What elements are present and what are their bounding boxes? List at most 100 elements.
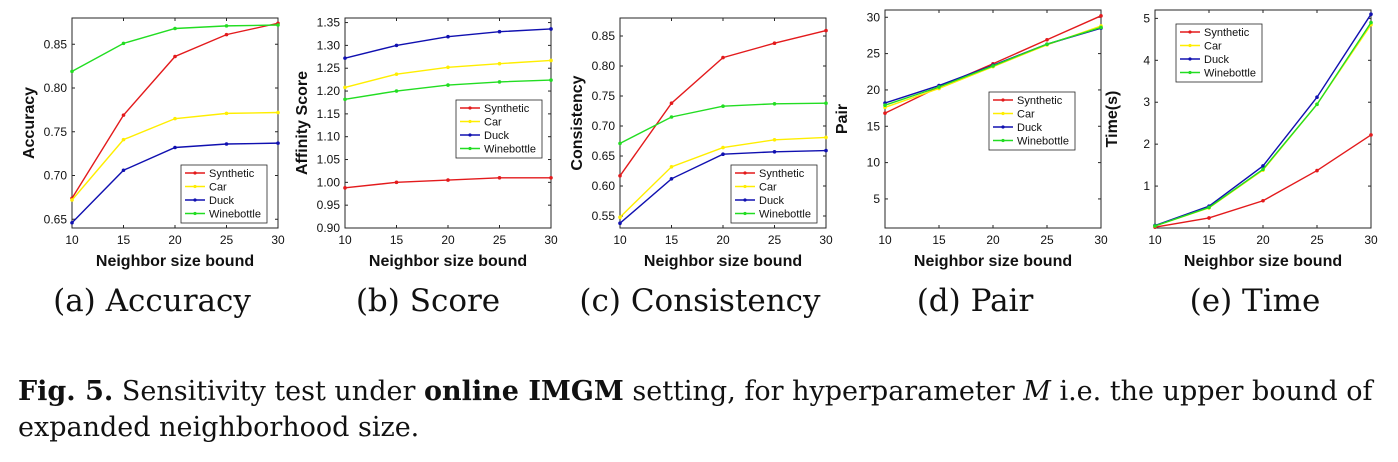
data-point-winebottle [497,80,502,84]
data-point-duck [497,29,502,34]
data-point-duck [721,152,725,156]
y-tick-label: 1.05 [317,153,341,167]
x-tick-label: 30 [544,233,558,247]
data-point-winebottle [1369,20,1373,25]
legend-label: Winebottle [759,209,811,221]
caption-text-1: Sensitivity test under [113,376,424,407]
data-point-duck [446,34,450,39]
data-point-synthetic [1315,168,1319,173]
figure-charts: 10 15 20 25 30 0.65 0.70 0.75 0.80 0.85 Neighbor s… [21,9,1378,319]
x-tick-label: 10 [338,233,352,247]
data-point-duck [1261,164,1265,168]
legend-marker [743,184,747,189]
y-tick-label: 1 [1143,179,1150,193]
data-point-duck [343,56,347,60]
legend-marker [1001,111,1005,116]
x-axis-label: Neighbor size bound [1184,253,1342,270]
legend-marker [743,171,747,175]
y-tick-label: 1.25 [317,61,341,75]
caption-variable: M [1023,376,1051,407]
legend-label: Duck [1017,122,1043,134]
data-point-synthetic [669,101,674,105]
data-point-car [276,110,280,115]
legend-marker [1188,43,1192,48]
legend-label: Duck [484,130,510,142]
x-tick-label: 25 [493,233,507,247]
legend-marker [1188,30,1192,34]
legend-marker [1001,98,1005,102]
y-tick-label: 1.00 [317,175,341,189]
data-point-car [224,111,229,116]
data-point-winebottle [121,41,126,46]
legend-label: Winebottle [1204,68,1256,80]
data-point-winebottle [1045,42,1049,46]
data-point-synthetic [721,55,725,60]
y-tick-label: 0.70 [44,169,68,183]
y-tick-label: 0.80 [592,59,616,73]
x-tick-label: 10 [878,233,892,247]
y-tick-label: 5 [873,192,880,206]
x-tick-label: 30 [1094,233,1108,247]
x-tick-label: 10 [65,233,79,247]
panel-caption-c: (c) Consistency [579,283,821,319]
data-point-winebottle [618,141,622,146]
data-point-winebottle [772,102,777,106]
data-point-duck [121,168,126,173]
y-axis-label: Consistency [569,75,586,170]
y-tick-label: 5 [1143,11,1150,25]
y-tick-label: 1.15 [317,107,341,121]
data-point-winebottle [1153,224,1157,228]
x-axis-label: Neighbor size bound [96,253,254,270]
data-point-winebottle [937,85,941,89]
legend-label: Duck [759,195,785,207]
x-tick-label: 20 [716,233,730,247]
caption-bold-setting: online IMGM [423,376,624,407]
y-tick-label: 0.95 [317,198,341,212]
x-tick-label: 20 [441,233,455,247]
y-tick-label: 0.85 [592,29,616,43]
y-axis-label: Accuracy [21,87,38,159]
data-point-duck [669,177,674,181]
data-point-winebottle [224,24,229,28]
x-tick-label: 25 [1040,233,1054,247]
data-point-winebottle [446,83,450,87]
x-tick-label: 25 [768,233,782,247]
data-point-duck [1315,95,1319,99]
y-tick-label: 10 [867,156,881,170]
legend-label: Winebottle [209,209,261,221]
x-tick-label: 15 [932,233,946,247]
data-point-synthetic [772,41,777,45]
data-point-winebottle [1207,205,1211,210]
data-point-winebottle [549,78,553,82]
data-point-winebottle [394,89,399,93]
legend-label: Synthetic [1017,95,1063,107]
y-axis-label: Pair [834,104,851,134]
data-point-car [721,145,725,150]
y-tick-label: 30 [867,10,881,24]
y-tick-label: 0.65 [592,149,616,163]
data-point-car [446,65,450,70]
y-tick-label: 0.90 [317,221,341,235]
data-point-duck [394,43,399,48]
x-axis-label: Neighbor size bound [914,253,1072,270]
y-axis-label: Affinity Score [294,71,311,175]
legend-label: Car [484,117,502,129]
data-point-synthetic [173,54,177,59]
legend-marker [468,146,472,151]
data-point-synthetic [824,28,828,33]
caption-text-2: setting, for hyperparameter [623,376,1024,407]
data-point-car [497,61,502,66]
data-point-winebottle [173,26,177,31]
x-tick-label: 10 [1148,233,1162,247]
x-tick-label: 15 [117,233,131,247]
legend-label: Car [759,182,777,194]
legend-label: Synthetic [484,103,530,115]
legend-marker [1001,125,1005,129]
x-tick-label: 30 [1364,233,1378,247]
legend-marker [468,133,472,137]
y-tick-label: 1.20 [317,84,341,98]
legend-label: Synthetic [209,168,255,180]
data-point-winebottle [669,115,674,119]
data-point-car [669,165,674,169]
x-tick-label: 15 [1202,233,1216,247]
